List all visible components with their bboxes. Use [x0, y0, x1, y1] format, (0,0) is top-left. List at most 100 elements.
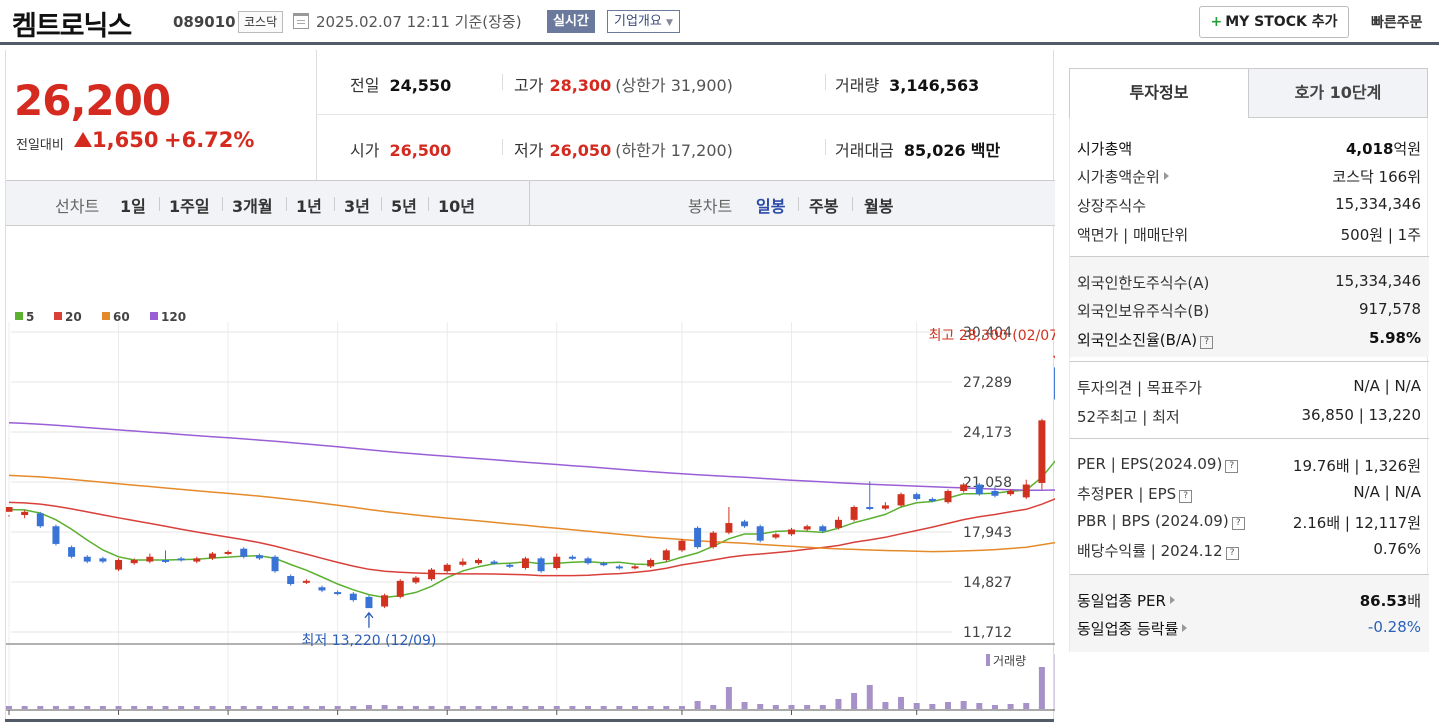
candle-monthly[interactable]: 월봉 [864, 197, 894, 216]
volume-bar [209, 706, 216, 709]
candle-body [365, 596, 373, 609]
foreign-ratio-row: 외국인소진율(B/A)? 5.98% [1077, 329, 1421, 349]
candle-body [130, 559, 138, 564]
volume-bar [772, 705, 779, 709]
help-icon[interactable]: ? [1231, 517, 1245, 530]
candle-body [944, 490, 952, 503]
period-3y[interactable]: 3년 [344, 197, 370, 216]
volume-bar [757, 704, 764, 709]
realtime-button[interactable]: 실시간 [547, 10, 595, 33]
sector-per-row[interactable]: 동일업종 PER 86.53배 [1077, 592, 1421, 610]
candle-body [428, 569, 436, 580]
tab-investment-info[interactable]: 투자정보 [1069, 68, 1249, 118]
candle-body [772, 534, 780, 538]
candle-daily[interactable]: 일봉 [756, 197, 786, 216]
legend-label: 120 [161, 310, 186, 324]
quick-order-link[interactable]: 빠른주문 [1371, 15, 1423, 31]
period-1d[interactable]: 1일 [120, 197, 146, 216]
period-3m[interactable]: 3개월 [232, 197, 273, 216]
face-value-row: 액면가 | 매매단위 500원 | 1주 [1077, 226, 1421, 244]
chart-period-bar: 선차트 1일 1주일 3개월 1년 3년 5년 10년 봉차트 일봉 주봉 월봉 [6, 180, 1055, 226]
stock-code: 089010 [173, 13, 236, 31]
volume-bar [115, 706, 122, 709]
foreign-hold-row: 외국인보유주식수(B) 917,578 [1077, 300, 1421, 320]
candle-body [177, 558, 185, 561]
candle-weekly[interactable]: 주봉 [809, 197, 839, 216]
candle-body [21, 511, 29, 516]
candle-body [725, 523, 733, 533]
candle-body [506, 564, 514, 567]
volume-bar [99, 706, 106, 709]
candle-body [349, 593, 357, 601]
candle-body [600, 563, 608, 566]
period-10y[interactable]: 10년 [438, 197, 475, 216]
volume-legend-swatch [986, 654, 990, 666]
volume-bar [1007, 704, 1014, 709]
candle-body [193, 558, 201, 562]
candle-body [99, 558, 107, 562]
help-icon[interactable]: ? [1225, 460, 1239, 473]
open-price: 시가 26,500 [350, 141, 452, 160]
low-annotation: 최저 13,220 (12/09) [301, 633, 436, 649]
market-cap-rank-row[interactable]: 시가총액순위 코스닥 166위 [1077, 168, 1421, 186]
volume-bar [319, 706, 325, 709]
plus-icon: + [1210, 14, 1223, 30]
volume-bar [913, 703, 920, 709]
volume-bar [553, 706, 560, 709]
help-icon[interactable]: ? [1200, 336, 1214, 349]
price-summary: 26,200 전일대비 1,650 +6.72% [6, 50, 316, 180]
tab-orderbook-10[interactable]: 호가 10단계 [1248, 68, 1428, 118]
candle-body [52, 526, 60, 544]
candle-body [756, 526, 764, 541]
volume-bar [506, 706, 513, 709]
low-arrow-icon [364, 611, 374, 628]
candle-body [255, 555, 263, 559]
volume-bar [365, 705, 372, 709]
company-info-dropdown[interactable]: 기업개요 ▼ [607, 10, 680, 33]
volume-bar [647, 706, 654, 709]
market-badge: 코스닥 [238, 11, 284, 33]
candle-body [834, 519, 842, 528]
candle-body [396, 580, 404, 597]
volume-bar [52, 706, 59, 709]
period-5y[interactable]: 5년 [391, 197, 417, 216]
volume-bar [694, 701, 701, 709]
dividend-row: 배당수익률 | 2024.12? 0.76% [1077, 540, 1421, 560]
help-icon[interactable]: ? [1179, 490, 1193, 503]
candle-body [803, 526, 811, 530]
period-1w[interactable]: 1주일 [169, 197, 210, 216]
main-panel: 26,200 전일대비 1,650 +6.72% 전일 24,550 고가 28,3… [5, 50, 1056, 722]
candle-body [678, 540, 686, 551]
side-tabs: 투자정보 호가 10단계 [1069, 68, 1428, 118]
volume-bar [84, 706, 91, 709]
sector-change-row[interactable]: 동일업종 등락률 -0.28% [1077, 618, 1421, 638]
company-info-label: 기업개요 [614, 14, 662, 29]
volume-bar [178, 706, 185, 709]
change-percent: +6.72% [164, 128, 255, 152]
period-1y[interactable]: 1년 [296, 197, 322, 216]
volume-bar [585, 706, 592, 709]
volume-bar [193, 706, 200, 709]
volume-bar [146, 706, 153, 709]
volume-bar [663, 706, 670, 709]
help-icon[interactable]: ? [1225, 547, 1239, 560]
volume-bar [835, 699, 842, 709]
volume-bar [475, 706, 482, 709]
company-name: 켐트로닉스 [12, 11, 132, 42]
candle-body [568, 556, 576, 559]
arrow-right-icon [1163, 172, 1169, 180]
legend-swatch [150, 312, 158, 320]
y-tick-label: 24,173 [963, 425, 1012, 441]
legend-swatch [102, 312, 110, 320]
price-chart[interactable]: 30,404 27,289 24,173 21,058 17,943 14,827 11,7… [6, 226, 1055, 722]
ma-line-60 [8, 474, 1055, 553]
volume-bar [538, 706, 545, 709]
add-mystock-button[interactable]: + MY STOCK 추가 [1199, 6, 1349, 38]
candle-body [584, 558, 592, 564]
volume-bar [272, 706, 279, 709]
candle-body [1007, 490, 1015, 495]
arrow-right-icon [1182, 624, 1188, 632]
quote-info-row: 시가 26,500 저가 26,050 (하한가 17,200) 거래대금 85,026… [317, 115, 1056, 180]
volume-bar [397, 706, 404, 709]
candle-body [287, 576, 295, 585]
